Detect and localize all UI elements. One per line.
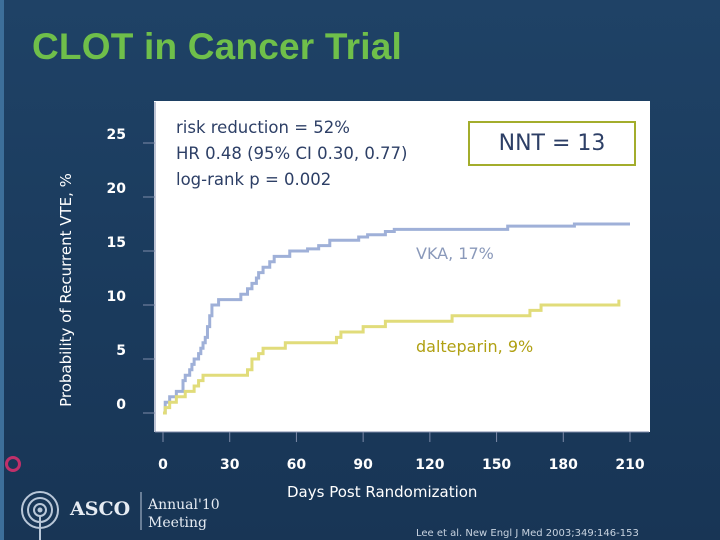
nnt-text: NNT = 13	[498, 131, 606, 156]
x-tick-label: 30	[220, 457, 240, 473]
ticks-layer: 0 5 10 15 20 25 0 30 60 90 120 150 180 210	[107, 127, 645, 473]
x-axis-label: Days Post Randomization	[287, 483, 478, 501]
axes-layer	[143, 102, 649, 442]
citation: Lee et al. New Engl J Med 2003;349:146-1…	[416, 528, 639, 539]
chart-panel	[154, 101, 650, 432]
series-line-dalteparin	[163, 299, 621, 415]
log-rank-text: log-rank p = 0.002	[176, 170, 332, 189]
slide-title: CLOT in Cancer Trial	[32, 26, 402, 67]
left-accent-bar	[0, 0, 4, 540]
y-tick-label: 25	[107, 127, 126, 143]
x-tick-label: 120	[415, 457, 444, 473]
series-line-vka	[163, 222, 630, 415]
nnt-box: NNT = 13	[468, 121, 636, 166]
y-tick-label: 15	[107, 235, 126, 251]
x-tick-label: 0	[158, 457, 168, 473]
meeting-line-2: Meeting	[148, 515, 207, 531]
decorative-ring	[5, 456, 21, 472]
meeting-year: '10	[198, 497, 220, 513]
dalteparin-series-label: dalteparin, 9%	[416, 337, 534, 356]
x-tick-label: 90	[353, 457, 373, 473]
stats-annotation: risk reduction = 52% HR 0.48 (95% CI 0.3…	[176, 115, 408, 193]
y-tick-label: 20	[107, 181, 127, 197]
y-axis-label: Probability of Recurrent VTE, %	[57, 173, 75, 407]
series-layer	[163, 222, 630, 415]
x-tick-label: 180	[549, 457, 578, 473]
y-tick-label: 10	[107, 289, 127, 305]
x-tick-label: 60	[287, 457, 307, 473]
risk-reduction-text: risk reduction = 52%	[176, 118, 350, 137]
vka-series-label: VKA, 17%	[416, 244, 494, 263]
asco-wordmark: ASCO	[69, 498, 130, 520]
y-tick-label: 5	[116, 343, 126, 359]
x-tick-label: 150	[482, 457, 511, 473]
asco-emblem-icon	[21, 491, 59, 540]
y-tick-label: 0	[116, 397, 126, 413]
hazard-ratio-text: HR 0.48 (95% CI 0.30, 0.77)	[176, 144, 408, 163]
asco-annual-meeting-logo: ASCO Annual '10 Meeting	[21, 491, 220, 540]
x-tick-label: 210	[615, 457, 644, 473]
meeting-line-1: Annual	[147, 497, 199, 513]
